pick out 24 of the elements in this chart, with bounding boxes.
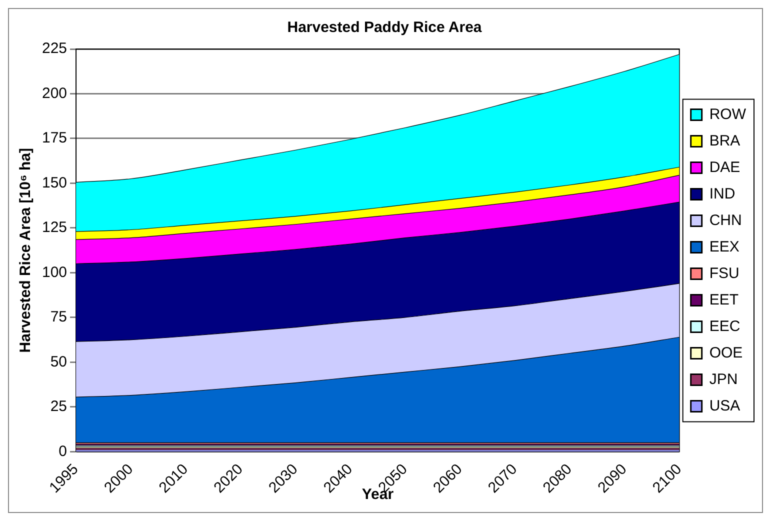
legend-label: EET (709, 291, 739, 308)
legend-label: EEX (709, 238, 740, 256)
y-tick-label: 25 (50, 398, 68, 416)
y-tick-label: 50 (50, 353, 68, 370)
y-tick-label: 200 (42, 84, 68, 102)
legend-label: IND (709, 185, 736, 202)
chart-title: Harvested Paddy Rice Area (287, 19, 482, 36)
legend-label: FSU (709, 264, 740, 282)
y-tick-label: 75 (50, 308, 68, 326)
legend-label: USA (709, 397, 740, 414)
y-tick-label: 150 (42, 174, 68, 192)
legend-label: OOE (709, 344, 743, 362)
y-tick-label: 225 (42, 40, 68, 58)
y-tick-label: 125 (42, 219, 68, 236)
legend-label: CHN (709, 212, 742, 229)
y-tick-label: 0 (58, 442, 68, 460)
legend-label: ROW (709, 106, 747, 123)
legend-label: DAE (709, 158, 740, 176)
y-axis-title: Harvested Rice Area [10⁶ ha] (17, 148, 34, 353)
legend-label: BRA (709, 132, 740, 150)
y-tick-label: 100 (42, 264, 68, 281)
legend-label: EEC (709, 318, 740, 335)
y-tick-label: 175 (42, 130, 68, 147)
legend-label: JPN (709, 370, 738, 388)
